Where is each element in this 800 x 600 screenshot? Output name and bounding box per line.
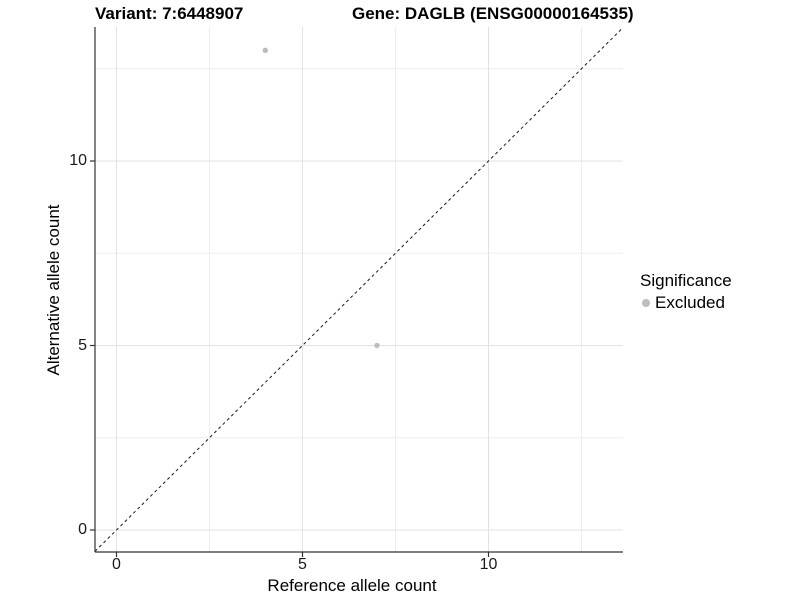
data-point bbox=[262, 47, 268, 53]
x-axis-tick-label: 10 bbox=[479, 556, 498, 573]
data-point bbox=[374, 342, 380, 349]
legend-item: Excluded bbox=[640, 293, 732, 313]
x-axis-tick-label: 5 bbox=[298, 556, 307, 573]
y-axis-tick-label: 5 bbox=[78, 336, 87, 354]
legend-title: Significance bbox=[640, 271, 732, 290]
identity-reference-line bbox=[94, 27, 624, 552]
plot-title-gene: Gene: DAGLB (ENSG00000164535) bbox=[352, 4, 634, 23]
legend-item-label: Excluded bbox=[655, 293, 725, 312]
legend-marker-dot-icon bbox=[642, 299, 650, 307]
y-axis-tick-label: 0 bbox=[78, 521, 87, 538]
legend: Significance Excluded bbox=[640, 271, 732, 313]
plot-title-variant: Variant: 7:6448907 bbox=[95, 4, 244, 23]
y-axis-tick-label: 10 bbox=[69, 152, 87, 169]
panel bbox=[90, 27, 624, 557]
x-axis-tick-label: 0 bbox=[112, 556, 121, 573]
x-axis-title: Reference allele count bbox=[267, 576, 437, 595]
